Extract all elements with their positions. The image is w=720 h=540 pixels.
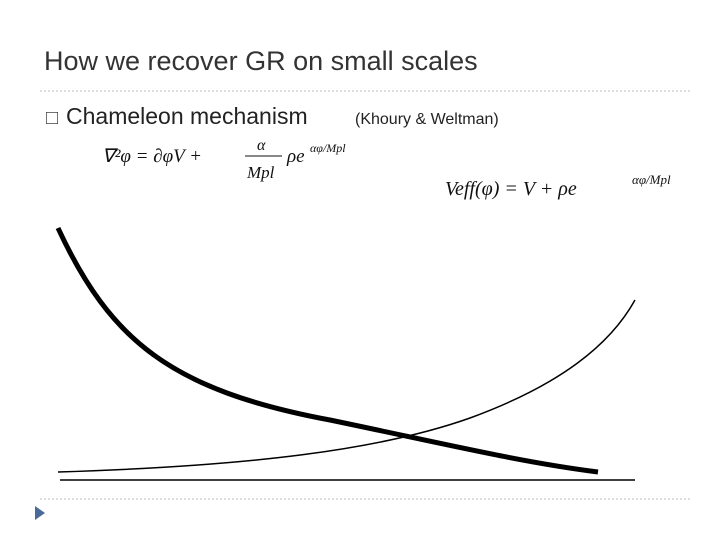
bullet-text: Chameleon mechanism xyxy=(66,103,308,129)
density-term-curve xyxy=(55,226,599,475)
bullet-marker: □ xyxy=(46,107,58,129)
exponent: αφ/Mpl xyxy=(632,172,671,187)
equation-rhs: ρe xyxy=(286,146,305,167)
equation-lhs: ∇²φ = ∂φV + xyxy=(102,146,202,167)
potential-curve xyxy=(57,299,636,473)
field-equation: ∇²φ = ∂φV + α Mpl ρe αφ/Mpl xyxy=(102,137,346,182)
slide-title: How we recover GR on small scales xyxy=(44,46,478,76)
effective-potential-equation: Veff(φ) = V + ρe αφ/Mpl xyxy=(445,172,671,200)
exponent: αφ/Mpl xyxy=(310,141,346,155)
citation: (Khoury & Weltman) xyxy=(355,111,499,128)
fraction-denominator: Mpl xyxy=(246,163,275,182)
footer-arrow xyxy=(35,506,45,520)
equation-lhs: Veff(φ) = V + ρe xyxy=(445,178,577,200)
fraction-numerator: α xyxy=(257,137,266,154)
